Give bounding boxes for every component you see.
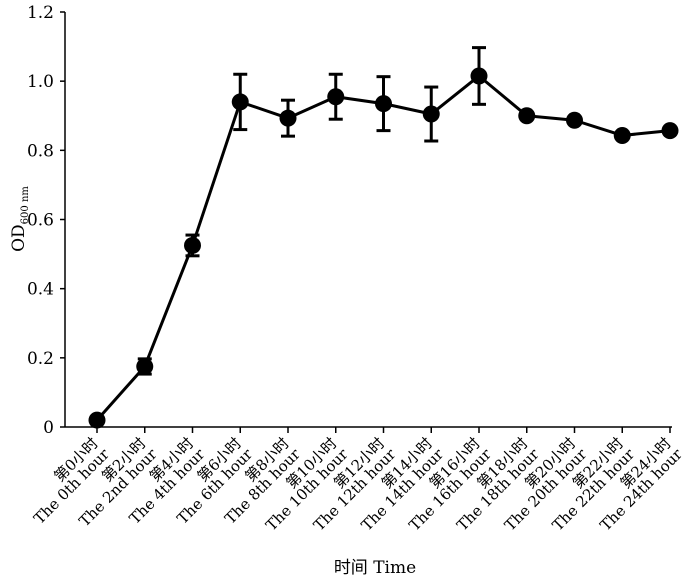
- error-bars: [137, 46, 486, 376]
- y-tick-label: 0: [43, 418, 54, 438]
- x-axis-title: 时间 Time: [334, 558, 416, 578]
- y-tick-label: 0.8: [27, 141, 54, 161]
- data-point: [279, 109, 297, 127]
- y-tick-label: 0.4: [27, 280, 54, 300]
- y-tick-label: 0.6: [27, 211, 54, 231]
- data-point: [136, 357, 154, 375]
- y-axis-ticks: 0 0.2 0.4 0.6 0.8 1.0 1.2: [27, 3, 65, 438]
- y-tick-label: 1.0: [27, 72, 54, 92]
- data-point: [566, 111, 583, 129]
- y-axis-title: OD600 nm: [9, 186, 31, 252]
- series-od600: [88, 67, 679, 429]
- data-point: [231, 93, 249, 111]
- axis-labels: OD600 nm 时间 Time: [9, 186, 416, 578]
- data-point: [470, 67, 488, 85]
- y-tick-label: 0.2: [27, 349, 54, 369]
- data-point: [613, 126, 631, 144]
- data-point: [422, 105, 440, 123]
- data-point: [327, 88, 345, 106]
- data-point: [518, 107, 536, 125]
- data-point: [184, 236, 201, 254]
- data-point: [375, 95, 392, 113]
- data-point: [88, 411, 106, 429]
- y-tick-label: 1.2: [27, 3, 54, 23]
- axes: [64, 12, 672, 428]
- data-point: [661, 122, 679, 140]
